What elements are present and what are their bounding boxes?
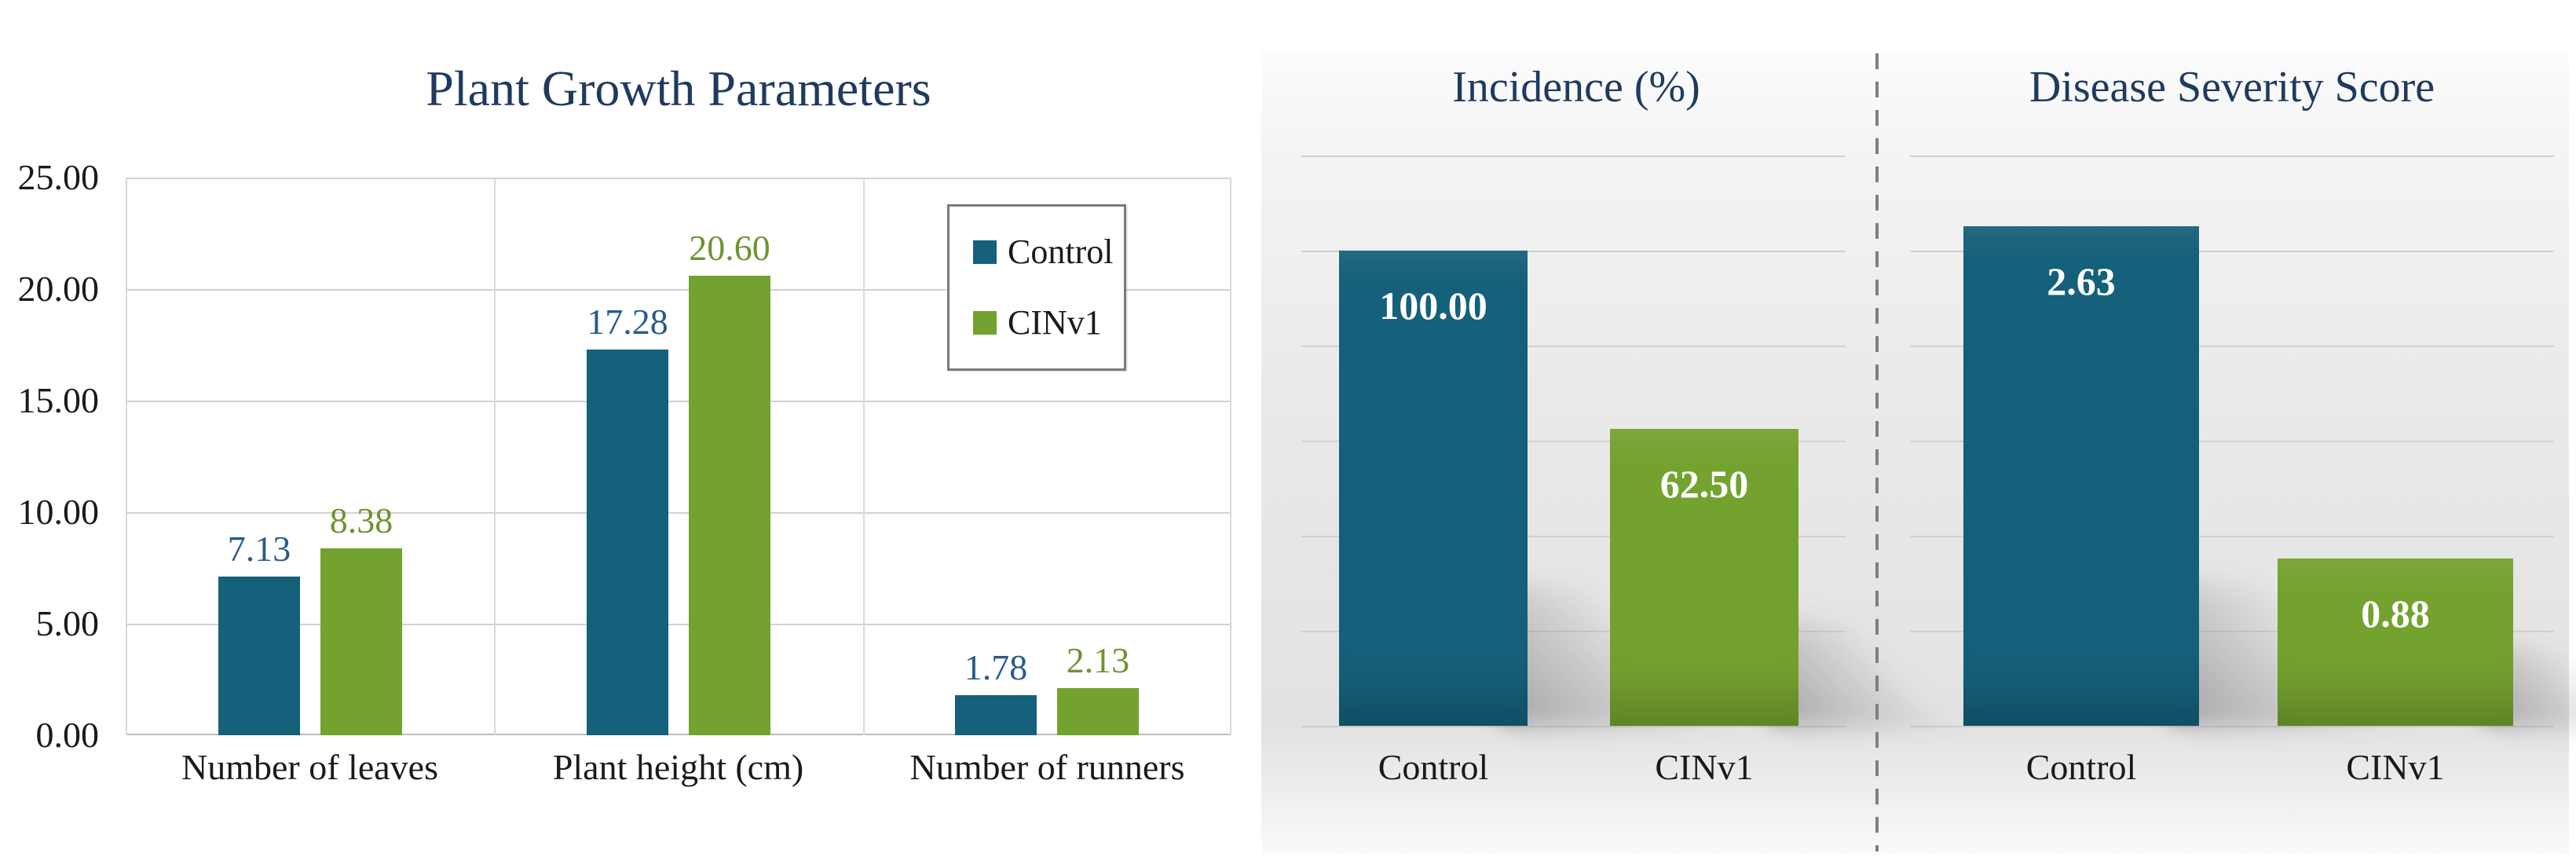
y-tick-label: 15.00: [17, 380, 100, 420]
value-label: 2.13: [1066, 640, 1130, 680]
incidence-chart-title: Incidence (%): [1452, 63, 1700, 112]
category-label: Control: [2025, 747, 2137, 787]
gridline-h: [126, 401, 1231, 402]
gridline-h: [1301, 726, 1846, 727]
value-label: 8.38: [329, 500, 393, 540]
legend-label: CINv1: [1008, 303, 1102, 342]
bar-cinv1-0: [1610, 429, 1798, 726]
category-label: Control: [1378, 747, 1489, 787]
y-tick-label: 20.00: [17, 269, 100, 309]
legend-swatch-icon: [973, 311, 997, 335]
category-label: CINv1: [1655, 747, 1754, 787]
gridline-h: [1910, 251, 2554, 252]
y-tick-label: 25.00: [17, 157, 100, 197]
y-axis-tick-labels: 25.00 20.00 15.00 10.00 5.00 0.00: [0, 157, 100, 755]
y-tick-label: 10.00: [17, 492, 100, 532]
disease-panel: Incidence (%) Disease Severity Score 100…: [1261, 50, 2576, 855]
gridline-h: [126, 624, 1231, 625]
value-label: 1.78: [964, 647, 1028, 687]
legend-swatch-icon: [973, 240, 997, 264]
value-label: 7.13: [227, 529, 291, 569]
gridline-h: [1910, 726, 2554, 727]
bar-control-1: [1963, 226, 2199, 726]
gridline-h: [126, 512, 1231, 514]
gridline-h: [1301, 346, 1846, 347]
bar-control-2: [955, 695, 1037, 735]
gridline-h: [1910, 441, 2554, 442]
legend-box: Control CINv1: [947, 204, 1126, 371]
gridline-h: [1910, 346, 2554, 347]
dashed-divider: [1875, 53, 1879, 852]
severity-chart-title: Disease Severity Score: [2029, 63, 2435, 112]
bar-control-0: [218, 577, 300, 735]
gridline-h: [126, 289, 1231, 291]
value-label: 100.00: [1379, 284, 1487, 328]
plant-growth-chart: Plant Growth Parameters 25.00 20.00 15.00 1…: [0, 60, 1231, 793]
category-label: CINv1: [2346, 747, 2445, 787]
gridline-h: [1301, 251, 1846, 252]
value-label: 2.63: [2047, 259, 2116, 303]
gridline-v: [126, 178, 127, 735]
value-label: 17.28: [587, 302, 668, 342]
gridline-h: [1301, 441, 1846, 442]
gridline-h: [1910, 156, 2554, 157]
category-label: Plant height (cm): [552, 747, 804, 787]
legend-item-control: Control: [973, 234, 1124, 270]
category-label: Number of leaves: [181, 747, 438, 787]
legend-item-cinv1: CINv1: [973, 305, 1124, 341]
gridline-v: [863, 178, 865, 735]
gridline-v: [494, 178, 496, 735]
bar-cinv1-1: [689, 276, 770, 735]
gridline-h: [126, 178, 1231, 179]
left-chart-title: Plant Growth Parameters: [426, 60, 931, 116]
gridline-h: [126, 734, 1231, 735]
plot-area: Control CINv1 7.13 17.28 1.78 8.38 20.60 2.13: [126, 178, 1231, 735]
bar-control-1: [587, 350, 668, 735]
gridline-h: [1301, 156, 1846, 157]
bar-cinv1-0: [320, 548, 402, 735]
value-label: 20.60: [689, 228, 770, 268]
value-label: 62.50: [1659, 462, 1749, 506]
category-axis-labels: Number of leaves Plant height (cm) Number …: [126, 746, 1231, 793]
y-tick-label: 0.00: [35, 715, 100, 755]
bar-control-0: [1339, 251, 1528, 726]
gridline-v: [1230, 178, 1231, 735]
category-label: Number of runners: [909, 747, 1185, 787]
gridline-h: [1910, 536, 2554, 537]
bar-cinv1-1: [2278, 559, 2513, 726]
y-tick-label: 5.00: [35, 603, 100, 643]
value-label: 0.88: [2361, 591, 2430, 635]
bar-cinv1-2: [1057, 688, 1139, 735]
gridline-h: [1301, 536, 1846, 537]
legend-label: Control: [1008, 233, 1114, 271]
